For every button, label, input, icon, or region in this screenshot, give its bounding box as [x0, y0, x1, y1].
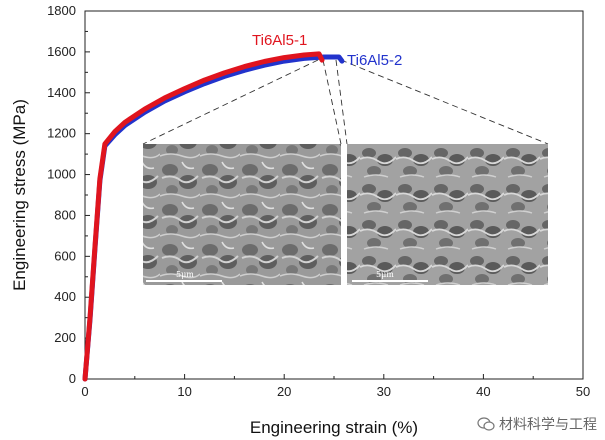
wechat-icon — [477, 417, 495, 431]
watermark-text: 材料科学与工程 — [499, 417, 597, 433]
sem-inset-2: 5μm — [347, 144, 548, 285]
series-group — [82, 51, 345, 382]
x-tick-label: 40 — [476, 384, 490, 399]
x-tick-label: 10 — [177, 384, 191, 399]
x-axis-title: Engineering strain (%) — [250, 418, 418, 437]
y-tick-label: 1600 — [47, 44, 76, 59]
zoom-line-1a — [142, 59, 319, 145]
watermark: 材料科学与工程 — [477, 414, 597, 434]
series-label-2: Ti6Al5-2 — [347, 52, 402, 69]
x-tick-label: 20 — [277, 384, 291, 399]
series-label-1: Ti6Al5-1 — [252, 32, 307, 49]
x-tick-label: 50 — [576, 384, 590, 399]
y-tick-label: 200 — [54, 330, 76, 345]
y-tick-label: 600 — [54, 248, 76, 263]
y-tick-label: 0 — [69, 371, 76, 386]
y-tick-label: 1800 — [47, 3, 76, 18]
scale-label-1: 5μm — [176, 270, 194, 279]
y-tick-label: 800 — [54, 207, 76, 222]
zoom-line-2a — [335, 59, 348, 145]
series-line-1 — [82, 51, 325, 382]
zoom-line-2b — [340, 59, 549, 145]
sem-inset-1: 5μm — [143, 144, 341, 285]
scale-label-2: 5μm — [376, 270, 394, 279]
y-tick-label: 400 — [54, 289, 76, 304]
y-tick-label: 1400 — [47, 85, 76, 100]
y-tick-label: 1200 — [47, 126, 76, 141]
y-axis-title: Engineering stress (MPa) — [10, 99, 29, 291]
y-tick-label: 1000 — [47, 167, 76, 182]
x-tick-label: 30 — [377, 384, 391, 399]
x-tick-label: 0 — [81, 384, 88, 399]
zoom-line-1b — [322, 59, 342, 145]
